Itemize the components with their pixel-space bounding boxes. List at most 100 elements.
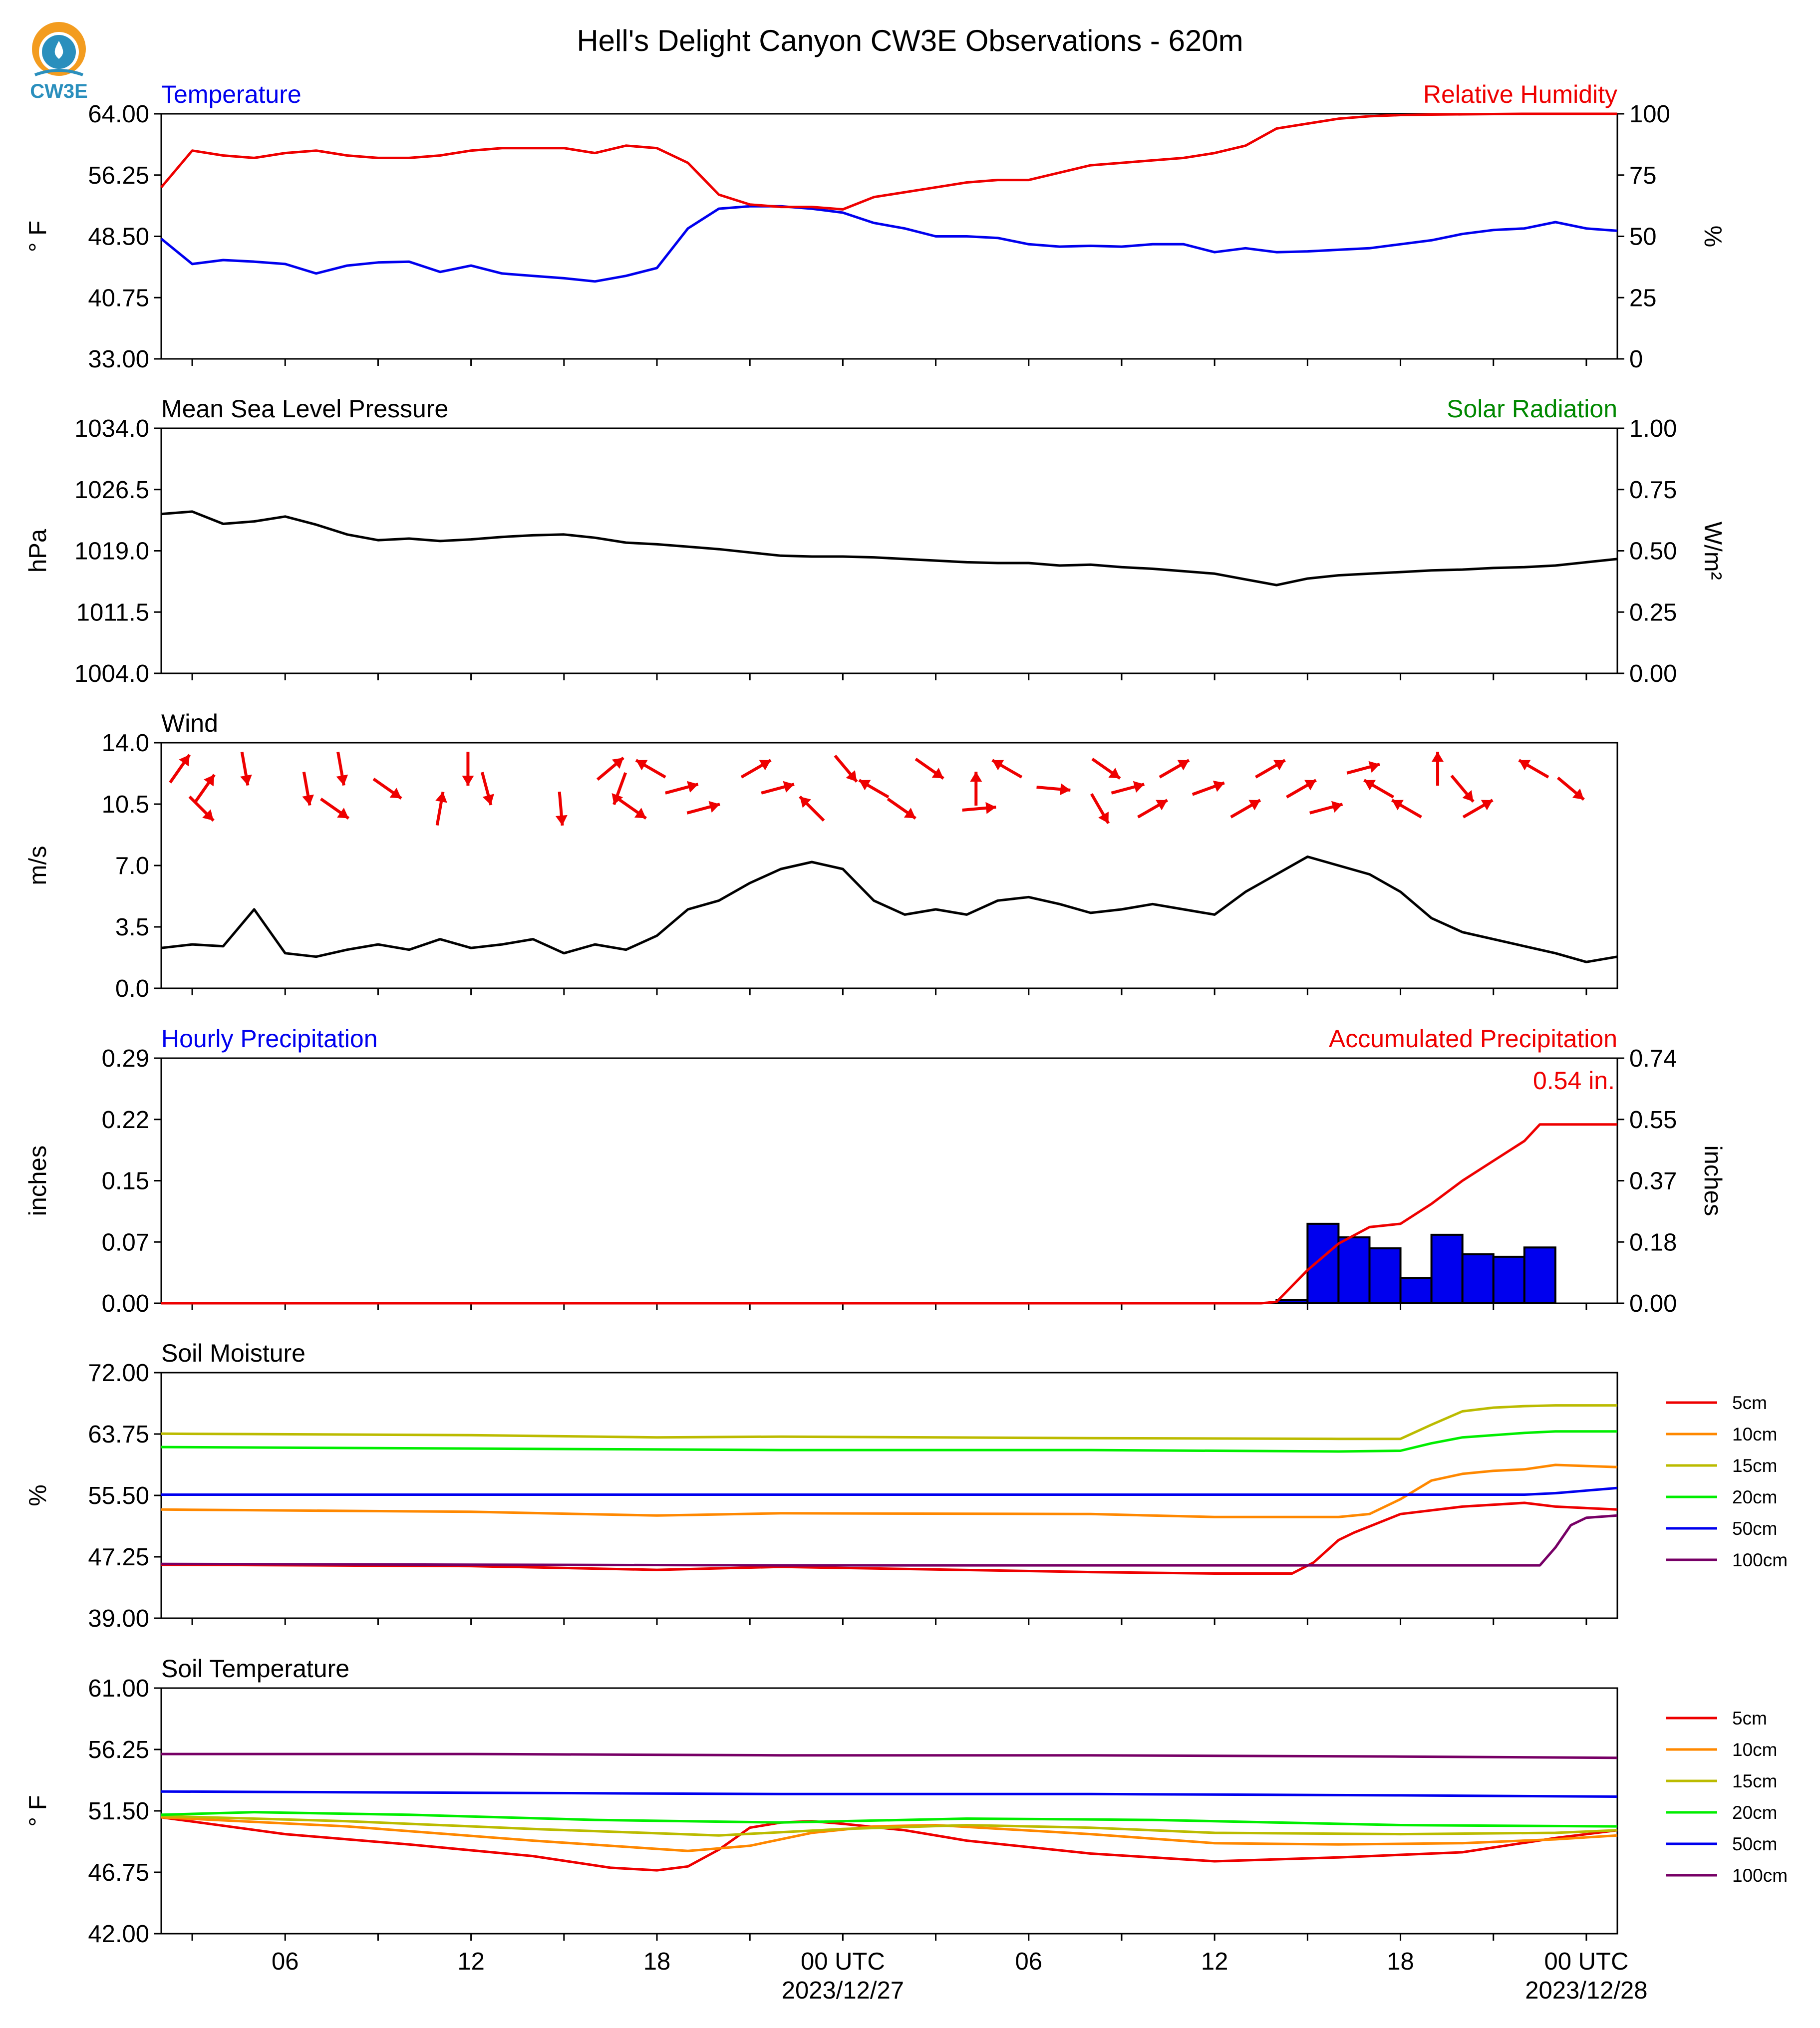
wind-arrow-head xyxy=(1432,752,1444,762)
precip-bar xyxy=(1399,1277,1433,1304)
y-tick-label: 1019.0 xyxy=(74,538,149,565)
wind-arrow-head xyxy=(337,808,349,819)
wind-arrow-icon xyxy=(1090,793,1110,824)
series-line-5cm xyxy=(161,1501,1618,1575)
series-line-15cm xyxy=(161,1404,1617,1441)
wind-arrow-icon xyxy=(1363,779,1395,799)
wind-arrow-icon xyxy=(1111,781,1145,795)
wind-arrow-head xyxy=(687,781,698,793)
plot-frame xyxy=(160,113,1618,360)
wind-arrow-head xyxy=(859,780,871,791)
y-axis-label: % xyxy=(24,1484,51,1506)
wind-arrow-icon xyxy=(1556,776,1585,801)
series-line-100cm xyxy=(161,1514,1618,1567)
wind-arrow-icon xyxy=(887,798,916,820)
y-tick-label: 72.00 xyxy=(88,1360,149,1387)
y-axis-label: m/s xyxy=(24,846,51,885)
wind-arrow-icon xyxy=(665,781,699,795)
y-right-tick-label: 0.00 xyxy=(1629,1290,1677,1317)
y-axis-label: hPa xyxy=(24,529,51,573)
wind-arrow-head xyxy=(1213,780,1224,792)
y-tick-label: 0.29 xyxy=(102,1045,149,1072)
wind-arrow-icon xyxy=(480,772,494,806)
wind-arrow-head xyxy=(336,774,348,786)
wind-arrow-head xyxy=(1248,800,1260,811)
wind-arrow-head xyxy=(1304,780,1316,791)
legend-label: 5cm xyxy=(1732,1393,1767,1413)
precip-bar xyxy=(1306,1222,1340,1305)
wind-arrow-icon xyxy=(596,756,624,781)
y-tick-label: 42.00 xyxy=(88,1921,149,1948)
x-tick-label: 00 UTC xyxy=(801,1948,885,1975)
wind-arrow-head xyxy=(985,802,996,814)
y-tick-label: 1004.0 xyxy=(74,660,149,687)
y-tick-label: 48.50 xyxy=(88,224,149,251)
wind-arrow-icon xyxy=(1346,761,1380,775)
y-right-tick-label: 0.55 xyxy=(1629,1107,1677,1134)
precip-bar xyxy=(1275,1299,1309,1304)
y-tick-label: 1026.5 xyxy=(74,477,149,504)
precip-bar xyxy=(1492,1255,1525,1305)
x-tick-label: 18 xyxy=(643,1948,671,1975)
wind-arrow-head xyxy=(1364,780,1376,791)
wind-arrow-icon xyxy=(991,759,1023,779)
series-line-100cm xyxy=(161,1752,1618,1759)
wind-arrow-icon xyxy=(1391,799,1422,819)
legend-label: 20cm xyxy=(1732,1487,1777,1507)
x-tick-label: 18 xyxy=(1387,1948,1414,1975)
y-right-axis-label: W/m² xyxy=(1699,522,1726,580)
wind-arrow-icon xyxy=(188,795,215,822)
wind-arrow-icon xyxy=(834,755,858,783)
wind-arrow-icon xyxy=(462,752,474,786)
precip-bar xyxy=(1523,1246,1556,1304)
wind-arrow-icon xyxy=(611,772,627,805)
wind-arrow-head xyxy=(800,796,811,808)
wind-arrow-head xyxy=(1060,783,1071,796)
y-tick-label: 39.00 xyxy=(88,1605,149,1632)
y-right-tick-label: 100 xyxy=(1629,101,1670,128)
x-tick-date-label: 2023/12/27 xyxy=(782,1977,904,2004)
wind-arrow-head xyxy=(846,770,857,782)
panel-title-left: Wind xyxy=(161,709,218,737)
wind-arrow-icon xyxy=(1230,799,1261,819)
figure-title: Hell's Delight Canyon CW3E Observations … xyxy=(577,24,1243,57)
precip-bar xyxy=(1461,1253,1495,1305)
y-right-tick-label: 75 xyxy=(1629,162,1657,189)
panel-4: Hourly Precipitation Accumulated Precipit… xyxy=(24,1025,1726,1317)
wind-arrow-icon xyxy=(799,795,825,822)
plot-frame xyxy=(160,427,1618,674)
x-tick-label: 06 xyxy=(1015,1948,1043,1975)
y-right-tick-label: 0.00 xyxy=(1629,660,1677,687)
legend-label: 10cm xyxy=(1732,1424,1777,1445)
wind-arrow-icon xyxy=(686,801,720,815)
legend-label: 15cm xyxy=(1732,1455,1777,1476)
panel-title-right: Accumulated Precipitation xyxy=(1329,1025,1617,1053)
series-line-20cm xyxy=(161,1430,1617,1453)
wind-arrow-icon xyxy=(1254,759,1286,779)
wind-arrow-icon xyxy=(302,771,314,806)
wind-arrow-head xyxy=(204,775,215,787)
wind-arrow-head xyxy=(555,815,568,826)
y-tick-label: 0.0 xyxy=(115,975,149,1002)
wind-arrow-head xyxy=(904,808,916,819)
series-line-10cm xyxy=(161,1463,1618,1518)
wind-arrow-head xyxy=(462,776,474,786)
wind-arrow-head xyxy=(302,794,314,806)
logo-drop-icon xyxy=(54,41,63,59)
panel-2: Mean Sea Level Pressure Solar Radiation 10… xyxy=(24,395,1726,687)
wind-arrow-icon xyxy=(1432,752,1444,786)
wind-arrow-head xyxy=(634,808,646,819)
x-tick-label: 12 xyxy=(457,1948,485,1975)
x-tick-date-label: 2023/12/28 xyxy=(1525,1977,1647,2004)
wind-arrow-icon xyxy=(555,791,568,826)
plot-frame xyxy=(160,1687,1618,1935)
wind-arrow-icon xyxy=(970,772,982,806)
y-tick-label: 56.25 xyxy=(88,1737,149,1763)
plot-frame xyxy=(160,742,1618,989)
wind-arrow-icon xyxy=(962,802,996,814)
wind-arrow-icon xyxy=(1309,801,1343,815)
y-tick-label: 55.50 xyxy=(88,1482,149,1509)
wind-arrow-head xyxy=(1368,761,1380,773)
y-tick-label: 64.00 xyxy=(88,101,149,128)
panel-title-left: Temperature xyxy=(161,80,302,108)
